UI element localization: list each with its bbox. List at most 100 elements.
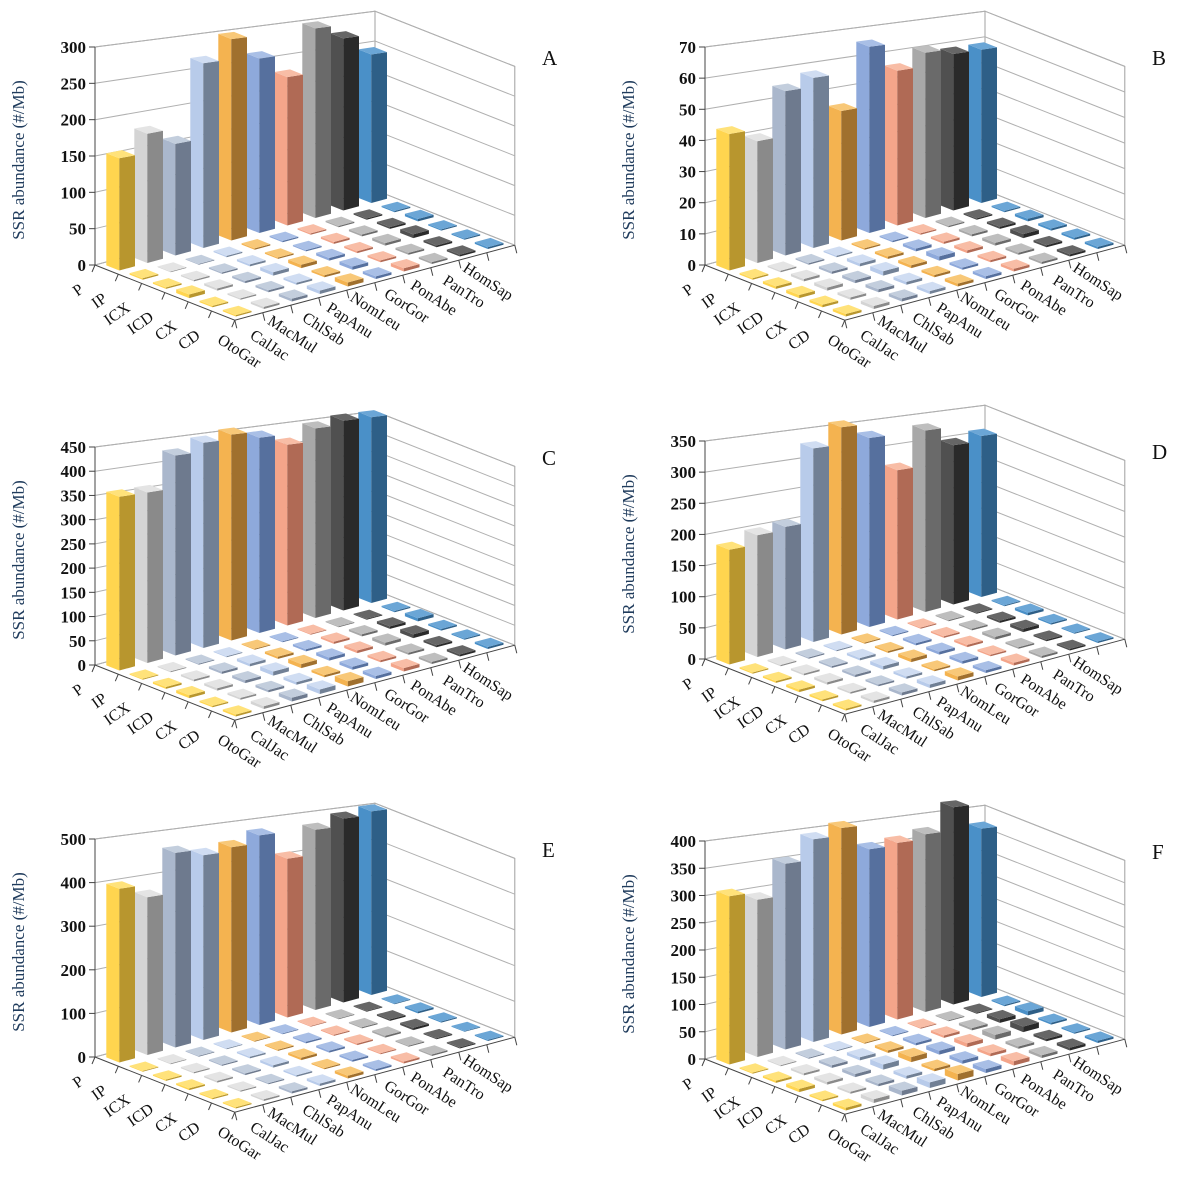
- species-tick-mark: [1012, 275, 1016, 284]
- bar-face-left: [274, 439, 288, 626]
- bar-face-left: [772, 858, 786, 1050]
- bar-top: [716, 541, 745, 550]
- bar-P-PonAbe: [912, 423, 941, 612]
- bar-face-right: [1023, 230, 1039, 239]
- bar-top: [823, 640, 853, 651]
- bar-face-left: [241, 243, 255, 250]
- bar-face-left: [851, 1037, 865, 1044]
- bar-face-left: [954, 1038, 968, 1048]
- bar-P-ChlSab: [190, 55, 219, 248]
- bar-CX-PanTro: [1033, 235, 1063, 248]
- bar-top: [790, 664, 820, 674]
- bar-face-left: [297, 628, 311, 635]
- y-axis-title: SSR abundance (#/Mb): [9, 872, 28, 1032]
- bar-face-right: [929, 1078, 946, 1088]
- row-label: CD: [175, 327, 203, 354]
- bar-face-right: [249, 260, 266, 267]
- bar-face-right: [245, 276, 261, 284]
- bar-face-left: [390, 1056, 404, 1064]
- bar-top: [288, 255, 317, 265]
- bar-face-left: [800, 72, 814, 248]
- bar-top: [982, 233, 1011, 243]
- bar-top: [762, 277, 792, 287]
- bar-CD-PonAbe: [1028, 646, 1058, 658]
- bar-face-left: [428, 224, 442, 231]
- bar-face-right: [939, 647, 955, 655]
- bar-ICX-NomLeu: [902, 633, 932, 646]
- bar-top: [879, 625, 909, 636]
- bar-face-left: [1084, 241, 1098, 249]
- bar-face-right: [441, 624, 457, 631]
- bar-top: [921, 660, 951, 670]
- bar-ICD-PanTro: [400, 625, 429, 639]
- bar-face-left: [907, 1022, 921, 1029]
- bar-face-left: [716, 891, 730, 1065]
- bar-face-right: [394, 206, 411, 213]
- bar-face-right: [413, 230, 429, 239]
- bar-top: [213, 1039, 243, 1049]
- bar-face-left: [982, 1029, 996, 1040]
- bar-face-left: [949, 262, 963, 270]
- bar-top: [274, 851, 303, 859]
- bar-face-left: [762, 675, 776, 683]
- bar-top: [236, 1047, 266, 1057]
- bar-face-left: [1061, 627, 1075, 634]
- bar-face-right: [273, 1061, 289, 1068]
- bar-top: [818, 1056, 848, 1066]
- bar-face-left: [986, 615, 1000, 623]
- bar-top: [944, 667, 974, 677]
- bar-ICX-GorGor: [930, 232, 960, 244]
- bar-face-left: [1014, 1006, 1028, 1016]
- bar-top: [362, 267, 392, 277]
- bar-face-right: [1051, 224, 1067, 231]
- bar-face-left: [940, 48, 954, 211]
- bar-face-left: [395, 647, 409, 655]
- bar-top: [204, 1071, 233, 1081]
- bar-ICD-OtoGar: [176, 685, 205, 699]
- bar-IP-PanTro: [353, 1001, 383, 1012]
- bar-face-right: [212, 1093, 229, 1100]
- species-tick-mark: [430, 267, 434, 276]
- bar-face-right: [929, 680, 946, 688]
- bar-CX-OtoGar: [199, 696, 229, 708]
- bar-face-right: [990, 650, 1007, 657]
- bar-top: [330, 811, 359, 819]
- bar-top: [162, 845, 191, 853]
- bar-IP-MacMul: [795, 648, 825, 659]
- bar-IP-HomSap: [991, 595, 1021, 607]
- bar-top: [213, 246, 243, 256]
- y-tick-label: 50: [69, 220, 86, 239]
- bar-face-right: [431, 1050, 448, 1056]
- bar-face-right: [1097, 637, 1114, 643]
- bar-top: [157, 262, 187, 272]
- bar-face-right: [971, 1023, 988, 1031]
- bar-face-right: [263, 702, 280, 709]
- bar-ICX-HomSap: [404, 1002, 434, 1014]
- bar-face-left: [949, 655, 963, 664]
- bar-top: [232, 671, 261, 681]
- bar-face-right: [268, 286, 285, 293]
- bar-CX-PapAnu: [921, 265, 951, 278]
- bar-ICX-GorGor: [320, 1025, 350, 1036]
- bar-top: [1028, 1045, 1058, 1056]
- bar-top: [1028, 646, 1058, 656]
- bar-face-left: [790, 668, 804, 676]
- bar-ICX-GorGor: [320, 232, 350, 244]
- bar-face-right: [221, 268, 238, 274]
- bar-face-right: [408, 1041, 425, 1047]
- bar-top: [786, 680, 815, 690]
- y-tick-label: 100: [61, 1004, 87, 1023]
- species-tick-mark: [984, 676, 988, 685]
- row-tick-mark: [161, 292, 166, 300]
- bar-face-left: [418, 1049, 432, 1056]
- bar-top: [828, 103, 857, 111]
- bar-IP-GorGor: [297, 224, 327, 235]
- bar-CX-MacMul: [865, 280, 895, 293]
- bar-face-right: [878, 285, 895, 293]
- bar-face-right: [249, 1052, 266, 1059]
- bar-face-left: [404, 613, 418, 622]
- row-tick-mark: [771, 686, 776, 694]
- bar-face-right: [315, 426, 331, 618]
- bar-IP-NomLeu: [269, 231, 299, 243]
- bar-face-left: [213, 651, 227, 658]
